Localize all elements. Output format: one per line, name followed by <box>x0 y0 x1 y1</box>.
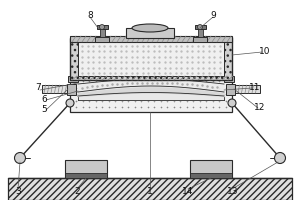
Circle shape <box>14 152 26 164</box>
Bar <box>230 85 260 93</box>
Ellipse shape <box>132 24 168 32</box>
Bar <box>190 160 232 178</box>
Bar <box>100 29 105 37</box>
Circle shape <box>197 24 202 29</box>
Bar <box>70 38 232 80</box>
Text: 11: 11 <box>249 84 261 92</box>
Bar <box>78 42 224 76</box>
Circle shape <box>274 152 286 164</box>
Text: 5: 5 <box>41 106 47 114</box>
Text: 7: 7 <box>35 84 41 92</box>
Bar <box>126 28 174 38</box>
Bar <box>190 173 232 178</box>
Circle shape <box>66 99 74 107</box>
Bar <box>42 85 72 93</box>
Text: 6: 6 <box>41 96 47 104</box>
Text: 13: 13 <box>227 188 239 196</box>
Bar <box>193 37 207 42</box>
Text: 2: 2 <box>74 188 80 196</box>
Bar <box>70 36 232 42</box>
Bar <box>226 84 235 95</box>
Circle shape <box>228 99 236 107</box>
Text: 10: 10 <box>259 47 271 56</box>
Bar <box>95 37 109 42</box>
Bar <box>67 84 76 95</box>
Bar <box>224 76 234 82</box>
Text: 14: 14 <box>182 188 194 196</box>
Text: 12: 12 <box>254 104 266 112</box>
Bar <box>68 76 78 82</box>
Text: 9: 9 <box>210 10 216 20</box>
Text: 3: 3 <box>15 188 21 196</box>
Bar <box>195 25 206 29</box>
Bar <box>65 173 107 178</box>
Bar <box>97 25 108 29</box>
Text: 1: 1 <box>147 188 153 196</box>
Bar <box>8 178 292 200</box>
Text: 8: 8 <box>87 10 93 20</box>
Bar <box>70 78 232 112</box>
Circle shape <box>100 24 104 29</box>
Bar <box>65 160 107 178</box>
Bar <box>198 29 203 37</box>
